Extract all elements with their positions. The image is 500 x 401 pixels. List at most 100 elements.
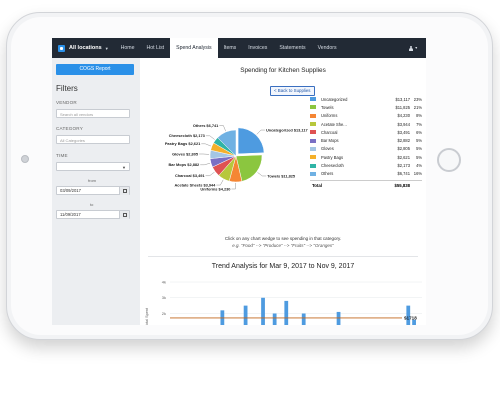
section-divider — [148, 256, 418, 257]
vendor-search-input[interactable]: Search all vendors — [56, 109, 130, 118]
legend-swatch — [310, 97, 316, 102]
pie-label: Uncategorized $13,117 — [266, 127, 308, 132]
legend-swatch — [310, 155, 316, 160]
pie-leader-line — [201, 143, 211, 147]
legend-swatch — [310, 171, 316, 176]
pie-slice[interactable] — [217, 129, 237, 157]
pie-leader-line — [216, 179, 224, 186]
pie-legend: Uncategorized $13,117 23% Towels $11,825 21% U… — [310, 95, 422, 191]
pie-label: Others $6,741 — [193, 123, 219, 128]
category-input[interactable]: All Categories — [56, 135, 130, 144]
legend-category: Towels — [321, 104, 334, 110]
top-navbar: All locations ▼ Home Hot List Spend Anal… — [52, 38, 426, 58]
pie-label: Cheesecloth $2,173 — [169, 133, 206, 138]
nav-items[interactable]: Items — [223, 45, 237, 51]
legend-row[interactable]: Charcoal $3,491 6% — [310, 128, 422, 136]
legend-percent: 7% — [416, 121, 422, 127]
legend-category: Bar Mops — [321, 138, 339, 144]
legend-row[interactable]: Others $6,741 16% — [310, 170, 422, 178]
trend-bar[interactable] — [284, 300, 289, 325]
trend-bar[interactable] — [406, 305, 411, 325]
page-title: Spending for Kitchen Supplies — [240, 67, 326, 74]
spending-pie-chart[interactable]: Uncategorized $13,117 Towels $11,825 Unifo… — [146, 94, 326, 234]
filters-title: Filters — [56, 84, 78, 93]
pie-label: Towels $11,825 — [267, 173, 296, 178]
chart-hint: Click on any chart wedge to see spending… — [224, 236, 342, 241]
app-screen: All locations ▼ Home Hot List Spend Anal… — [52, 38, 426, 325]
nav-invoices[interactable]: Invoices — [248, 45, 268, 51]
legend-swatch — [310, 146, 316, 151]
y-tick-label: 4k — [162, 279, 166, 284]
nav-spend-analysis[interactable]: Spend Analysis — [170, 38, 218, 58]
trend-bar[interactable] — [261, 297, 265, 325]
pie-leader-line — [256, 129, 265, 135]
trend-title: Trend Analysis for Mar 9, 2017 to Nov 9,… — [211, 263, 355, 270]
nav-statements[interactable]: Statements — [279, 45, 306, 51]
legend-total-row: Total $55,838 — [310, 179, 422, 191]
trend-bar[interactable] — [412, 319, 416, 325]
y-tick-label: 2k — [162, 311, 166, 316]
user-menu[interactable]: ▼ — [401, 45, 426, 51]
legend-row[interactable]: Pastry Bags $2,621 5% — [310, 153, 422, 161]
legend-row[interactable]: Gloves $2,805 5% — [310, 145, 422, 153]
legend-swatch — [310, 163, 316, 168]
legend-row[interactable]: Uncategorized $13,117 23% — [310, 95, 422, 103]
legend-row[interactable]: Acetate She... $3,944 7% — [310, 120, 422, 128]
trend-bar[interactable] — [243, 305, 248, 325]
pie-label: Acetate Sheets $3,944 — [174, 182, 216, 187]
back-to-supplies-button[interactable]: < Back to Supplies — [270, 86, 315, 96]
legend-row[interactable]: Bar Mops $2,882 5% — [310, 136, 422, 144]
trend-bar-chart[interactable]: 4k3k2k1kTotal Spent$1718 — [140, 272, 426, 325]
cogs-report-button[interactable]: COGS Report — [56, 64, 134, 75]
nav-hot-list[interactable]: Hot List — [146, 45, 165, 51]
legend-row[interactable]: Uniforms $4,230 8% — [310, 112, 422, 120]
time-label: TIME — [56, 153, 68, 158]
legend-category: Acetate She... — [321, 121, 347, 127]
chevron-down-icon: ▼ — [104, 45, 109, 51]
legend-swatch — [310, 105, 316, 110]
home-button[interactable] — [437, 148, 461, 172]
from-date-input[interactable]: 03/09/2017 — [56, 186, 130, 195]
from-label: from — [88, 178, 96, 183]
pie-slice[interactable] — [237, 127, 265, 155]
legend-amount: $2,173 — [397, 163, 410, 169]
trend-bar[interactable] — [336, 311, 341, 325]
to-date-input[interactable]: 11/09/2017 — [56, 210, 130, 219]
legend-amount: $3,944 — [397, 121, 410, 127]
to-label: to — [90, 202, 94, 207]
camera-icon — [21, 155, 29, 163]
pie-label: Pastry Bags $2,621 — [165, 141, 201, 146]
pie-label: Uniforms $4,230 — [200, 186, 230, 191]
pie-leader-line — [219, 125, 226, 132]
legend-category: Charcoal — [321, 129, 338, 135]
chart-hint-example: e.g. "Food" --> "Produce" --> "Fruits" -… — [232, 243, 334, 248]
legend-swatch — [310, 122, 316, 127]
trend-bar[interactable] — [301, 313, 306, 326]
legend-amount: $11,825 — [395, 104, 411, 110]
legend-row[interactable]: Cheesecloth $2,173 4% — [310, 161, 422, 169]
location-switcher[interactable]: All locations ▼ — [52, 38, 115, 58]
nav-vendors[interactable]: Vendors — [317, 45, 337, 51]
legend-category: Cheesecloth — [321, 163, 344, 169]
from-date-value: 03/09/2017 — [60, 188, 81, 193]
legend-swatch — [310, 113, 316, 118]
calendar-icon[interactable] — [119, 211, 129, 219]
time-select[interactable]: ▼ — [56, 162, 130, 171]
y-axis-label: Total Spent — [145, 307, 149, 325]
calendar-icon[interactable] — [119, 187, 129, 195]
pie-label: Charcoal $3,491 — [175, 173, 205, 178]
nav-home[interactable]: Home — [120, 45, 135, 51]
trend-bar[interactable] — [272, 313, 277, 326]
legend-row[interactable]: Towels $11,825 21% — [310, 103, 422, 111]
legend-amount: $6,741 — [397, 171, 410, 177]
legend-amount: $13,117 — [395, 96, 411, 102]
legend-amount: $2,882 — [397, 138, 410, 144]
pie-leader-line — [205, 135, 215, 140]
average-label: $1718 — [404, 316, 417, 321]
app-logo-icon — [58, 44, 65, 52]
legend-percent: 8% — [416, 113, 422, 119]
legend-percent: 5% — [416, 154, 422, 160]
pie-slice[interactable] — [235, 154, 263, 182]
legend-percent: 5% — [416, 138, 422, 144]
legend-amount: $2,621 — [397, 154, 410, 160]
